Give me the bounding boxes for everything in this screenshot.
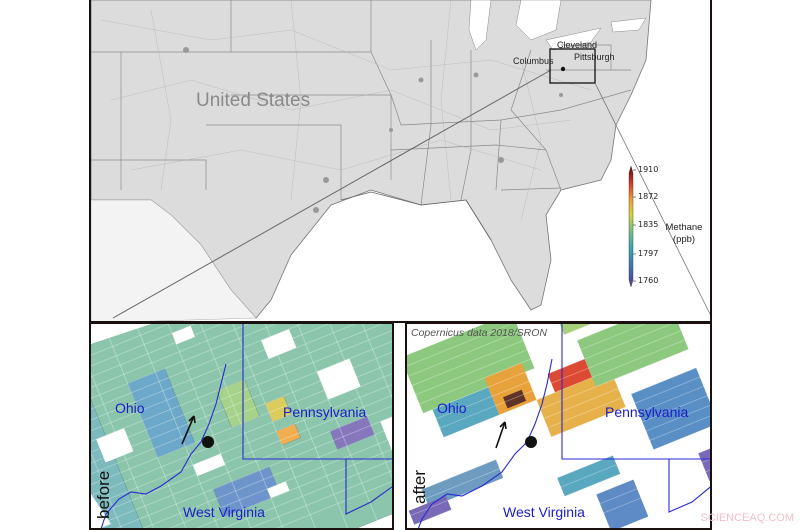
- city-label-cleveland: Cleveland: [557, 40, 598, 50]
- colorbar-tick: 1910: [638, 165, 659, 174]
- colorbar-tick: 1760: [638, 276, 659, 285]
- colorbar-tick: 1835: [638, 220, 659, 229]
- arrow-icon: [188, 415, 196, 424]
- overview-map: United States Cleveland Pittsburgh Colum…: [89, 0, 712, 323]
- colorbar-tick: 1872: [638, 192, 659, 201]
- state-label-west-virginia: West Virginia: [183, 504, 265, 520]
- us-basemap: [91, 0, 710, 321]
- watermark: SCIENCEAQ.COM: [700, 512, 794, 524]
- inset-box: [549, 48, 596, 84]
- panel-before: Ohio Pennsylvania West Virginia before: [89, 322, 394, 530]
- city-label-pittsburgh: Pittsburgh: [574, 52, 615, 62]
- country-label: United States: [196, 90, 311, 111]
- site-marker: [525, 436, 537, 448]
- state-label-ohio: Ohio: [115, 400, 145, 416]
- arrow-icon: [499, 421, 507, 430]
- state-label-west-virginia: West Virginia: [503, 504, 585, 520]
- data-credit: Copernicus data 2018/SRON: [411, 327, 547, 339]
- colorbar-title-line1: Methane: [665, 222, 703, 233]
- colorbar-title-line2: (ppb): [672, 234, 696, 245]
- methane-grid-after: [407, 324, 710, 528]
- panel-label-after: after: [410, 469, 429, 504]
- site-marker: [202, 436, 214, 448]
- methane-colorbar: [628, 165, 634, 288]
- colorbar-tick: 1797: [638, 249, 659, 258]
- state-label-ohio: Ohio: [437, 400, 467, 416]
- state-label-pennsylvania: Pennsylvania: [605, 404, 689, 420]
- panel-label-before: before: [94, 470, 113, 519]
- city-label-columbus: Columbus: [513, 56, 554, 66]
- methane-grid-before: [91, 324, 392, 528]
- state-label-pennsylvania: Pennsylvania: [283, 404, 367, 420]
- colorbar-title: Methane (ppb): [659, 222, 709, 246]
- panel-after: Copernicus data 2018/SRON Ohio Pennsylva…: [405, 322, 712, 530]
